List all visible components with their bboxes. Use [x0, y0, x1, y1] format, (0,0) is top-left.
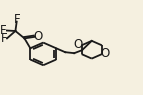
Text: F: F [13, 13, 20, 26]
Text: O: O [33, 30, 42, 43]
Text: O: O [101, 47, 110, 60]
Text: O: O [74, 38, 83, 51]
Text: F: F [1, 32, 8, 45]
Text: F: F [0, 24, 7, 37]
